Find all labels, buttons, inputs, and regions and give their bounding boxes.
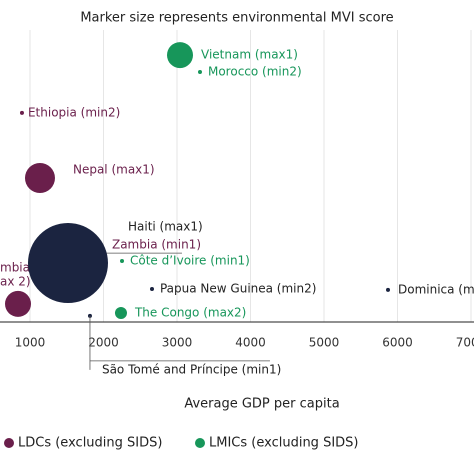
bubble bbox=[167, 42, 194, 69]
bubble bbox=[149, 287, 154, 292]
point-label: Papua New Guinea (min2) bbox=[160, 282, 316, 296]
bubble bbox=[5, 290, 32, 317]
point-label: mbia bbox=[0, 260, 30, 274]
point-label: The Congo (max2) bbox=[134, 305, 246, 319]
x-tick-label: 3000 bbox=[162, 336, 193, 350]
point-label: Morocco (min2) bbox=[208, 65, 302, 79]
x-tick-label: 7000 bbox=[456, 336, 474, 350]
point-label: São Tomé and Príncipe (min1) bbox=[102, 362, 281, 376]
legend-label: LMICs (excluding SIDS) bbox=[209, 436, 359, 451]
x-tick-label: 1000 bbox=[15, 336, 46, 350]
legend-label: LDCs (excluding SIDS) bbox=[18, 436, 162, 451]
x-tick-label: 4000 bbox=[235, 336, 266, 350]
legend-marker bbox=[4, 438, 14, 448]
point-label: Nepal (max1) bbox=[73, 163, 155, 177]
bubble bbox=[120, 258, 125, 263]
point-label: Côte d’Ivoire (min1) bbox=[130, 253, 250, 267]
bubble bbox=[27, 223, 108, 304]
bubble bbox=[24, 163, 55, 194]
point-label: ax 2) bbox=[0, 274, 31, 288]
point-label: Dominica (max bbox=[398, 282, 474, 296]
legend-marker bbox=[195, 438, 205, 448]
x-tick-label: 6000 bbox=[382, 336, 413, 350]
x-axis-title: Average GDP per capita bbox=[184, 397, 339, 412]
bubble bbox=[114, 306, 127, 319]
point-label: Ethiopia (min2) bbox=[28, 105, 120, 119]
x-tick-label: 5000 bbox=[309, 336, 340, 350]
point-label: Haiti (max1) bbox=[128, 220, 203, 234]
x-tick-label: 2000 bbox=[88, 336, 119, 350]
bubble bbox=[19, 110, 24, 115]
bubble bbox=[386, 287, 391, 292]
point-label: Zambia (min1) bbox=[112, 238, 201, 252]
bubble bbox=[197, 70, 202, 75]
chart-title: Marker size represents environmental MVI… bbox=[80, 11, 393, 26]
point-label: Vietnam (max1) bbox=[201, 48, 298, 62]
